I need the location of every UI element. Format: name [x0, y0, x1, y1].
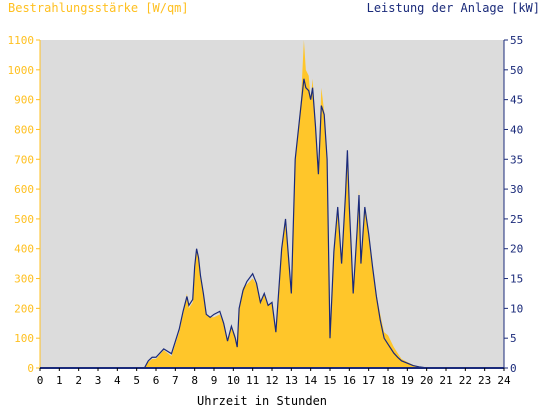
y-right-tick-label: 50 [510, 64, 523, 77]
y-left-tick-label: 1100 [8, 34, 35, 47]
x-tick-label: 13 [285, 374, 298, 387]
y-right-tick-label: 30 [510, 183, 523, 196]
x-tick-label: 21 [439, 374, 452, 387]
x-tick-label: 10 [227, 374, 240, 387]
power-line [40, 78, 504, 369]
y-left-tick-label: 1000 [8, 64, 35, 77]
x-tick-label: 17 [362, 374, 375, 387]
x-tick-label: 7 [172, 374, 179, 387]
y-right-tick-label: 55 [510, 34, 523, 47]
y-right-tick-label: 10 [510, 302, 523, 315]
x-tick-label: 14 [304, 374, 318, 387]
y-left-tick-label: 400 [14, 243, 34, 256]
x-tick-label: 22 [459, 374, 472, 387]
x-tick-label: 19 [401, 374, 414, 387]
x-tick-label: 1 [56, 374, 63, 387]
y-right-tick-label: 0 [510, 362, 517, 375]
y-right-tick-label: 25 [510, 213, 523, 226]
chart-title-right: Leistung der Anlage [kW] [367, 1, 540, 15]
x-tick-label: 6 [153, 374, 160, 387]
y-right-tick-label: 5 [510, 332, 517, 345]
x-tick-label: 0 [37, 374, 44, 387]
x-tick-label: 23 [478, 374, 491, 387]
x-axis-ticks: 0 1 2 3 4 5 6 7 8 9 10 11 12 13 14 15 16 17 18 19 20 21 22 23 24 [37, 368, 511, 387]
y-right-tick-label: 20 [510, 243, 523, 256]
x-tick-label: 5 [133, 374, 140, 387]
y-left-tick-label: 0 [27, 362, 34, 375]
x-tick-label: 20 [420, 374, 433, 387]
x-tick-label: 12 [265, 374, 278, 387]
x-tick-label: 11 [246, 374, 259, 387]
y-left-tick-label: 500 [14, 213, 34, 226]
y-right-tick-label: 45 [510, 94, 523, 107]
x-tick-label: 8 [191, 374, 198, 387]
x-tick-label: 24 [497, 374, 511, 387]
x-tick-label: 18 [381, 374, 394, 387]
chart-title-left: Bestrahlungsstärke [W/qm] [8, 1, 189, 15]
chart-marks [40, 40, 504, 369]
y-right-tick-label: 40 [510, 123, 523, 136]
y-axis-right-ticks: 0 5 10 15 20 25 30 35 40 45 50 55 [504, 34, 523, 375]
y-left-tick-label: 900 [14, 94, 34, 107]
y-right-tick-label: 15 [510, 273, 523, 286]
x-tick-label: 3 [95, 374, 102, 387]
x-tick-label: 4 [114, 374, 121, 387]
y-right-tick-label: 35 [510, 153, 523, 166]
x-tick-label: 9 [211, 374, 218, 387]
y-left-tick-label: 100 [14, 332, 34, 345]
x-tick-label: 2 [75, 374, 82, 387]
x-tick-label: 16 [343, 374, 356, 387]
y-left-tick-label: 300 [14, 273, 34, 286]
x-tick-label: 15 [323, 374, 336, 387]
y-left-tick-label: 800 [14, 123, 34, 136]
x-axis-label: Uhrzeit in Stunden [197, 394, 327, 408]
y-left-tick-label: 200 [14, 302, 34, 315]
y-left-tick-label: 600 [14, 183, 34, 196]
y-axis-left-ticks: 0 100 200 300 400 500 600 700 800 900 1000 1100 [8, 34, 40, 375]
y-left-tick-label: 700 [14, 153, 34, 166]
